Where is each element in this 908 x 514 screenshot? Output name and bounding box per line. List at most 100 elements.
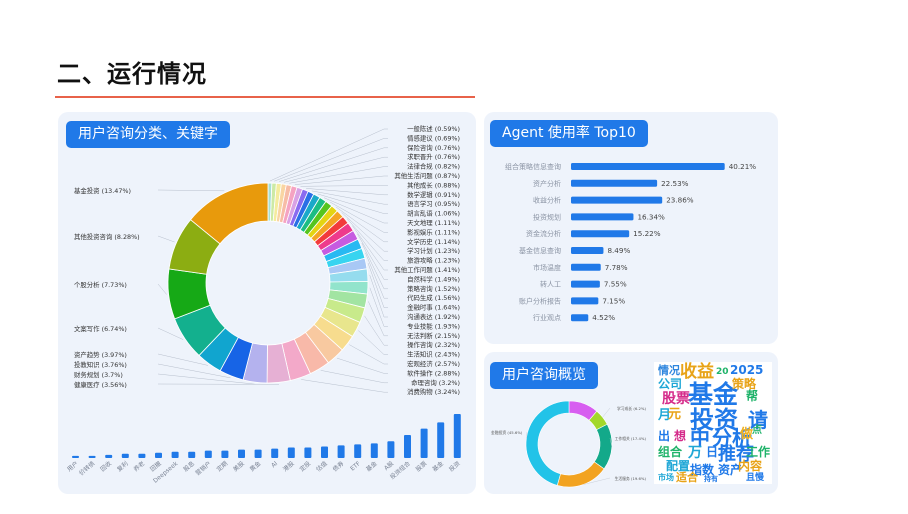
keyword-tick-label: AI <box>270 460 279 469</box>
slice-label: 专业技能 (1.93%) <box>407 321 460 330</box>
overview-leader <box>583 477 611 485</box>
wordcloud-word: 请 <box>748 408 768 432</box>
overview-donut-chart: 学习成长 (6.2%) 工作相关 (17.4%) 生活服务 (19.6%) 金融投资 … <box>491 400 647 488</box>
agent-value-label: 4.52% <box>592 313 615 322</box>
wordcloud-word: 基金 <box>688 380 739 409</box>
overview-leader <box>602 407 611 418</box>
keyword-bar <box>271 448 279 458</box>
wordcloud-word: 工作 <box>746 445 771 459</box>
slice-label: 策略咨询 (1.52%) <box>407 284 460 293</box>
leader-line <box>301 379 388 393</box>
leader-line <box>349 344 388 365</box>
agent-bar <box>571 163 725 170</box>
leader-line <box>157 235 175 243</box>
agent-category-label: 组合策略信息查询 <box>505 162 561 171</box>
keyword-bar <box>72 455 79 458</box>
slice-label: 其他生活问题 (0.87%) <box>394 171 460 180</box>
keyword-tick-label: 债券 <box>331 459 345 473</box>
wordcloud-word: 做 <box>740 427 754 442</box>
title-divider <box>55 96 475 98</box>
slice-label: 自然科学 (1.49%) <box>407 274 460 283</box>
leader-line <box>369 287 388 327</box>
leader-line <box>157 353 208 366</box>
slice-label: 投教知识 (3.76%) <box>74 360 127 369</box>
keyword-bar <box>155 452 162 458</box>
agent-value-label: 22.53% <box>661 179 689 188</box>
wordcloud-word: 分析 <box>712 426 752 450</box>
agent-value-label: 23.86% <box>666 196 694 205</box>
leader-line <box>300 185 388 187</box>
slice-label: 宏观经济 (2.57%) <box>407 359 460 368</box>
leader-line <box>306 188 388 196</box>
agent-category-label: 投资规划 <box>533 212 561 221</box>
agent-category-label: 转人工 <box>540 280 561 289</box>
agent-category-label: 收益分析 <box>533 196 561 205</box>
overview-slice-label: 工作相关 (17.4%) <box>615 436 647 441</box>
wordcloud-word: 策略 <box>732 377 757 391</box>
agent-category-label: 资产分析 <box>533 179 561 188</box>
leader-line <box>335 206 388 243</box>
keyword-tick-label: 复利 <box>115 459 129 473</box>
leader-line <box>289 166 388 184</box>
keyword-tick-label: 定期 <box>215 459 229 473</box>
leader-line <box>365 252 388 299</box>
leader-line <box>352 225 388 271</box>
agent-value-label: 8.49% <box>607 246 630 255</box>
keyword-tick-label: 回收 <box>99 459 113 473</box>
wordcloud-word: 组合 <box>658 445 683 459</box>
slice-label: 无法判断 (2.15%) <box>407 331 460 340</box>
overview-leader <box>609 437 613 448</box>
category-donut-chart: 基金投资 (13.47%) 其他投资咨询 (8.28%) 个股分析 (7.73%) 文… <box>74 124 460 396</box>
keyword-bar <box>105 454 113 458</box>
wordcloud-word: 收益 <box>680 362 714 382</box>
leader-line <box>367 263 388 308</box>
wordcloud-word: 日 <box>706 445 719 459</box>
keyword-tick-label: 港股 <box>281 459 295 473</box>
keyword-tick-label: 股票 <box>415 460 429 473</box>
keyword-bar <box>354 444 362 458</box>
keyword-bar <box>304 447 312 458</box>
wordcloud-word: 中 <box>690 426 710 450</box>
keyword-bar <box>254 449 262 458</box>
leader-line <box>284 156 388 183</box>
agent-value-label: 40.21% <box>729 162 757 171</box>
wordcloud-word: 适合 <box>676 471 698 484</box>
leader-line <box>341 212 388 252</box>
slice-label: 金融时事 (1.64%) <box>407 303 460 312</box>
slice-label: 健康医疗 (3.56%) <box>74 380 127 389</box>
slice-label: 代码生成 (1.56%) <box>407 293 460 302</box>
agent-bar <box>571 314 589 322</box>
agent-category-label: 市场温度 <box>533 263 561 272</box>
leader-line <box>369 274 388 318</box>
keyword-tick-label: 价转债 <box>77 459 96 477</box>
agent-bar <box>571 179 658 187</box>
page-title: 二、运行情况 <box>57 60 207 88</box>
slice-label: 保险咨询 (0.76%) <box>407 143 460 152</box>
slice-label: 软件操作 (2.88%) <box>407 368 460 377</box>
wordcloud-word: 指数 <box>690 463 715 477</box>
wordcloud-word: 资产 <box>718 463 743 477</box>
keyword-bar <box>453 414 461 458</box>
wordcloud-word: 配置 <box>666 459 691 473</box>
leader-line <box>364 315 388 346</box>
agent-bar <box>571 297 599 305</box>
keyword-bar <box>287 447 295 458</box>
keyword-bar <box>188 451 196 458</box>
keyword-bar <box>404 434 411 458</box>
leader-line <box>320 370 388 384</box>
keyword-bar <box>121 453 129 458</box>
keyword-bar <box>321 446 328 458</box>
keyword-tick-label: A股 <box>383 460 395 472</box>
keyword-tick-label: ETF <box>349 460 362 473</box>
agent-usage-panel <box>484 112 778 344</box>
leader-line <box>269 128 388 182</box>
agent-bar <box>571 263 601 271</box>
agent-bar <box>571 280 600 288</box>
slice-label: 胡言乱语 (1.06%) <box>407 209 460 218</box>
overview-slice <box>593 423 613 470</box>
agent-value-label: 15.22% <box>633 229 661 238</box>
overview-slice-label: 学习成长 (6.2%) <box>617 406 647 411</box>
keyword-tick-label: 基金 <box>431 459 445 473</box>
wordcloud-word: 月 <box>658 408 672 423</box>
donut-slice <box>190 182 269 245</box>
